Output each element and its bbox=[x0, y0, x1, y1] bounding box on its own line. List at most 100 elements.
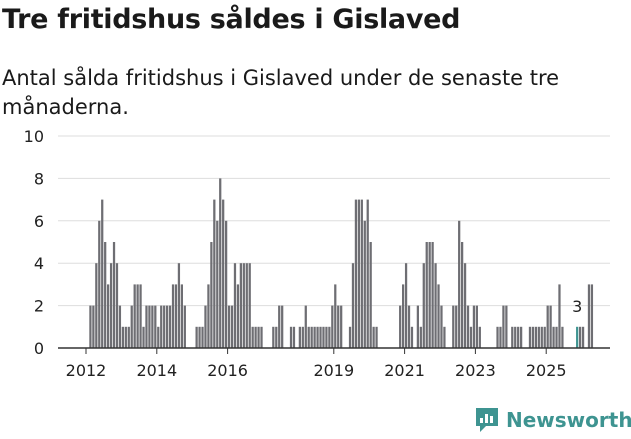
bar bbox=[531, 326, 535, 348]
bar bbox=[289, 326, 293, 348]
bar bbox=[419, 326, 422, 348]
bar bbox=[177, 263, 181, 348]
bar bbox=[402, 284, 405, 348]
bar bbox=[331, 305, 334, 348]
bar bbox=[455, 305, 458, 348]
bar bbox=[351, 263, 355, 348]
bar bbox=[319, 326, 322, 348]
bar bbox=[354, 199, 358, 348]
bar bbox=[272, 326, 275, 348]
bar bbox=[499, 326, 502, 348]
bar bbox=[248, 263, 251, 348]
bar bbox=[242, 263, 245, 348]
bar bbox=[505, 305, 508, 348]
x-tick-label: 2014 bbox=[136, 361, 177, 380]
bar bbox=[404, 263, 408, 348]
bar bbox=[127, 326, 130, 348]
bar bbox=[98, 220, 101, 348]
bar bbox=[440, 305, 443, 348]
bar bbox=[213, 199, 216, 348]
bar bbox=[133, 284, 136, 348]
bar bbox=[313, 326, 316, 348]
bar bbox=[357, 199, 360, 348]
bar bbox=[124, 326, 127, 348]
bar bbox=[292, 326, 296, 348]
brand-logo: Newsworthy bbox=[474, 406, 631, 434]
bar bbox=[416, 305, 419, 348]
bar bbox=[410, 326, 414, 348]
bar bbox=[375, 326, 378, 348]
bar bbox=[210, 242, 213, 348]
bar bbox=[511, 326, 514, 348]
y-tick-label: 10 bbox=[24, 127, 44, 146]
bar bbox=[520, 326, 523, 348]
bar bbox=[369, 242, 372, 348]
bar bbox=[201, 326, 204, 348]
bar bbox=[340, 305, 343, 348]
bar bbox=[216, 220, 219, 348]
x-axis: 2012 2014 2016 2019 2021 2023 2025 bbox=[58, 347, 610, 380]
bar bbox=[458, 220, 461, 348]
y-tick-label: 6 bbox=[34, 212, 44, 231]
bar bbox=[407, 305, 411, 348]
bar bbox=[230, 305, 234, 348]
chart-subtitle: Antal sålda fritidshus i Gislaved under … bbox=[2, 66, 560, 119]
bars bbox=[89, 178, 594, 348]
bar bbox=[534, 326, 537, 348]
bar bbox=[514, 326, 517, 348]
x-tick-label: 2016 bbox=[207, 361, 248, 380]
y-tick-label: 4 bbox=[34, 254, 44, 273]
bar bbox=[107, 284, 110, 348]
bar bbox=[227, 305, 231, 348]
bar bbox=[360, 199, 363, 348]
bar bbox=[225, 220, 228, 348]
bar bbox=[118, 305, 122, 348]
bar bbox=[195, 326, 198, 348]
x-tick-label: 2019 bbox=[313, 361, 354, 380]
newsworthy-logo-icon bbox=[476, 408, 498, 432]
bar bbox=[168, 305, 172, 348]
bar bbox=[278, 305, 281, 348]
x-tick-label: 2025 bbox=[526, 361, 567, 380]
bar bbox=[219, 178, 222, 348]
bar bbox=[207, 284, 210, 348]
x-tick-label: 2023 bbox=[455, 361, 496, 380]
bar bbox=[549, 305, 552, 348]
bar bbox=[478, 326, 481, 348]
bar bbox=[260, 326, 263, 348]
bar bbox=[366, 199, 369, 348]
bar-latest bbox=[576, 326, 579, 348]
bar bbox=[298, 326, 301, 348]
bar bbox=[469, 326, 473, 348]
bar bbox=[257, 326, 260, 348]
bar bbox=[104, 242, 107, 348]
bar bbox=[275, 326, 278, 348]
bar bbox=[245, 263, 248, 348]
bar bbox=[475, 305, 478, 348]
bar bbox=[239, 263, 242, 348]
y-tick-label: 8 bbox=[34, 169, 44, 188]
bar bbox=[254, 326, 257, 348]
bar bbox=[154, 305, 157, 348]
bar bbox=[561, 326, 564, 348]
bar bbox=[466, 305, 470, 348]
bar bbox=[517, 326, 520, 348]
bar bbox=[222, 199, 225, 348]
bar bbox=[198, 326, 201, 348]
bar bbox=[372, 326, 375, 348]
bar bbox=[348, 326, 352, 348]
bar bbox=[236, 284, 240, 348]
bar bbox=[463, 263, 467, 348]
bar bbox=[233, 263, 237, 348]
bar bbox=[121, 326, 124, 348]
bar bbox=[552, 326, 555, 348]
bar bbox=[95, 263, 98, 348]
bar bbox=[301, 326, 304, 348]
bar bbox=[142, 326, 145, 348]
bar bbox=[92, 305, 95, 348]
chart-title: Tre fritidshus såldes i Gislaved bbox=[2, 4, 461, 35]
bar bbox=[109, 263, 113, 348]
bar bbox=[443, 326, 446, 348]
bar bbox=[322, 326, 325, 348]
bar bbox=[496, 326, 499, 348]
